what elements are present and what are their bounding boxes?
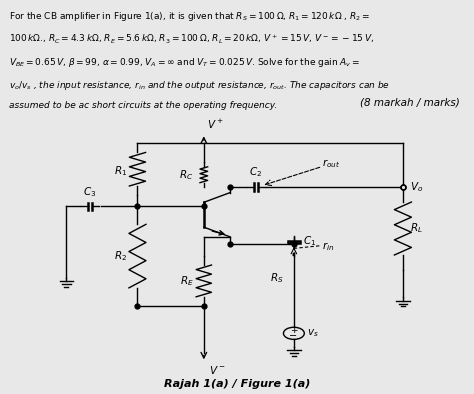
Text: $V_{BE} = 0.65\,V$, $\beta = 99$, $\alpha = 0.99$, $V_A = \infty$ and $V_T = 0.0: $V_{BE} = 0.65\,V$, $\beta = 99$, $\alph… (9, 56, 361, 69)
Text: (8 markah / marks): (8 markah / marks) (360, 98, 460, 108)
Text: Rajah 1(a) / Figure 1(a): Rajah 1(a) / Figure 1(a) (164, 379, 310, 389)
Text: $R_S$: $R_S$ (270, 271, 283, 285)
Text: $R_E$: $R_E$ (180, 274, 193, 288)
Text: For the CB amplifier in Figure 1(a), it is given that $R_S = 100\,\Omega$, $R_1 : For the CB amplifier in Figure 1(a), it … (9, 10, 371, 23)
Text: $V^-$: $V^-$ (209, 364, 225, 376)
Text: −: − (289, 331, 298, 341)
Text: $R_1$: $R_1$ (114, 164, 127, 178)
Text: +: + (290, 326, 297, 335)
Text: $v_s$: $v_s$ (307, 327, 319, 339)
Text: $R_L$: $R_L$ (410, 221, 423, 236)
Text: $C_1$: $C_1$ (303, 234, 317, 248)
Text: $r_{out}$: $r_{out}$ (322, 157, 341, 170)
Text: $V^+$: $V^+$ (207, 118, 224, 132)
Text: $V_o$: $V_o$ (410, 180, 423, 194)
Text: assumed to be ac short circuits at the operating frequency.: assumed to be ac short circuits at the o… (9, 101, 278, 110)
Text: $r_{in}$: $r_{in}$ (322, 240, 335, 253)
Text: $C_2$: $C_2$ (249, 165, 263, 179)
Text: $100\,k\Omega$., $R_C = 4.3\,k\Omega$, $R_E = 5.6\,k\Omega$, $R_3 = 100\,\Omega$: $100\,k\Omega$., $R_C = 4.3\,k\Omega$, $… (9, 33, 374, 46)
Text: $C_3$: $C_3$ (83, 185, 97, 199)
Text: $R_2$: $R_2$ (114, 249, 127, 263)
Text: $v_o/v_s$ , the input resistance, $r_{in}$ and the output resistance, $r_{out}$.: $v_o/v_s$ , the input resistance, $r_{in… (9, 79, 391, 92)
Text: $R_C$: $R_C$ (179, 168, 193, 182)
